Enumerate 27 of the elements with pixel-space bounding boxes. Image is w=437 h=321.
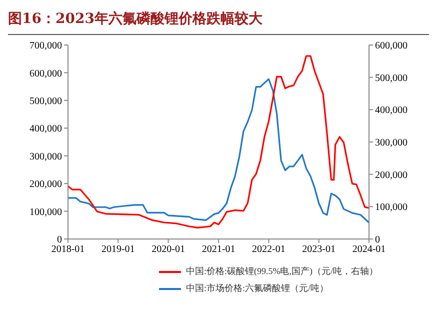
y-tick-label: 100,000 — [30, 206, 62, 218]
y2-tick-label: 200,000 — [375, 170, 408, 181]
chart-title: 图16：2023年六氟磷酸锂价格跌幅较大 — [8, 8, 429, 35]
y2-tick-label: 500,000 — [375, 72, 408, 84]
x-tick-label: 2018-01 — [51, 244, 85, 256]
x-tick-label: 2019-01 — [101, 244, 135, 256]
y2-tick-label: 600,000 — [375, 40, 408, 52]
y2-tick-label: 300,000 — [375, 138, 408, 149]
y-tick-label: 300,000 — [30, 151, 62, 162]
y-tick-label: 0 — [57, 234, 62, 246]
legend-label: 中国:价格:碳酸锂(99.5%电,国产)（元/吨，右轴） — [186, 265, 378, 278]
y-tick-label: 700,000 — [30, 40, 62, 52]
x-tick-label: 2020-01 — [152, 244, 185, 256]
y2-tick-label: 0 — [375, 234, 380, 246]
line-series — [68, 78, 369, 224]
y2-tick-label: 400,000 — [375, 105, 408, 116]
x-tick-label: 2024-01 — [352, 244, 386, 256]
x-tick-label: 2021-01 — [202, 244, 236, 256]
line-series — [68, 55, 369, 228]
x-tick-label: 2023-01 — [302, 244, 336, 256]
y2-tick-label: 100,000 — [375, 202, 408, 214]
x-tick-label: 2022-01 — [252, 244, 286, 256]
y-tick-label: 600,000 — [30, 68, 62, 80]
y-tick-label: 400,000 — [30, 124, 62, 135]
y-tick-label: 200,000 — [30, 179, 62, 190]
y-tick-label: 500,000 — [30, 96, 62, 107]
legend-label: 中国:市场价格:六氟磷酸锂（元/吨） — [186, 282, 329, 295]
